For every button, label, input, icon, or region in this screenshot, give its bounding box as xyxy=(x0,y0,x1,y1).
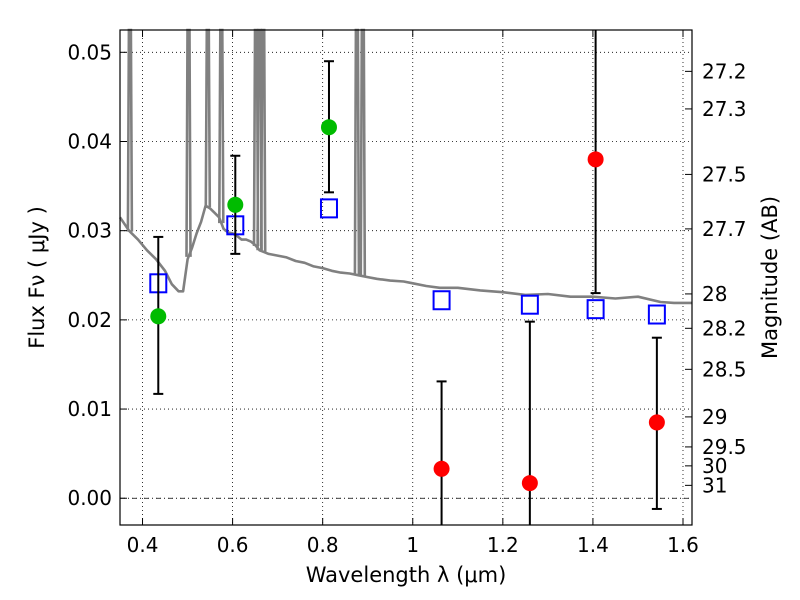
x-tick-label: 0.6 xyxy=(217,533,249,557)
data-points xyxy=(149,30,666,525)
model-spectrum xyxy=(118,28,692,305)
y-tick-label: 0.00 xyxy=(67,486,112,510)
model-photometry-point xyxy=(520,294,539,315)
upper-limits-point xyxy=(587,151,604,168)
plot-frame xyxy=(119,29,693,526)
emission-line xyxy=(126,28,134,232)
magnitude-tick-label: 31 xyxy=(702,473,727,497)
y-tick-label: 0.02 xyxy=(67,308,112,332)
magnitude-tick-label: 28 xyxy=(702,282,727,306)
emission-line xyxy=(218,28,225,224)
upper-limits-point xyxy=(521,475,538,492)
detections-point xyxy=(150,308,167,325)
y-axis-title: Flux Fν ( μJy ) xyxy=(25,206,49,349)
model-photometry-point xyxy=(432,290,451,311)
x-axis-title: Wavelength λ (μm) xyxy=(306,563,507,587)
emission-line xyxy=(359,28,367,277)
y-tick-label: 0.05 xyxy=(67,40,112,64)
y-tick-label: 0.01 xyxy=(67,397,112,421)
emission-line xyxy=(204,28,212,208)
emission-line xyxy=(185,28,192,257)
emission-line xyxy=(353,28,361,275)
x-tick-label: 1.4 xyxy=(577,533,609,557)
detections-point xyxy=(227,196,244,213)
x-tick-label: 0.4 xyxy=(127,533,159,557)
magnitude-tick-label: 27.3 xyxy=(702,97,747,121)
x-tick-label: 1.2 xyxy=(487,533,519,557)
spectrum-continuum xyxy=(118,204,692,305)
magnitude-tick-label: 29 xyxy=(702,405,727,429)
model-photometry-point xyxy=(647,304,666,325)
axis-ticks: 0.4 0.6 0.8 1 1.2 1.4 1.6 0.00 0.01 0.02 0.03 0.04 0… xyxy=(67,30,747,557)
magnitude-tick-label: 28.2 xyxy=(702,316,747,340)
magnitude-tick-label: 29.5 xyxy=(702,435,747,459)
emission-line xyxy=(259,28,267,252)
model-photometry-point xyxy=(319,198,338,219)
y-tick-label: 0.04 xyxy=(67,129,112,153)
magnitude-tick-label: 28.5 xyxy=(702,357,747,381)
y-tick-label: 0.03 xyxy=(67,219,112,243)
magnitude-axis-title: Magnitude (AB) xyxy=(758,196,782,359)
magnitude-tick-label: 27.2 xyxy=(702,59,747,83)
x-tick-label: 1.6 xyxy=(667,533,699,557)
magnitude-tick-label: 30 xyxy=(702,454,727,478)
upper-limits-point xyxy=(433,460,450,477)
upper-limits-point xyxy=(648,414,665,431)
model-photometry-point xyxy=(586,299,605,320)
x-tick-label: 1 xyxy=(406,533,419,557)
detections-point xyxy=(320,119,337,136)
magnitude-tick-label: 27.5 xyxy=(702,162,747,186)
x-tick-label: 0.8 xyxy=(307,533,339,557)
magnitude-tick-label: 27.7 xyxy=(702,217,747,241)
